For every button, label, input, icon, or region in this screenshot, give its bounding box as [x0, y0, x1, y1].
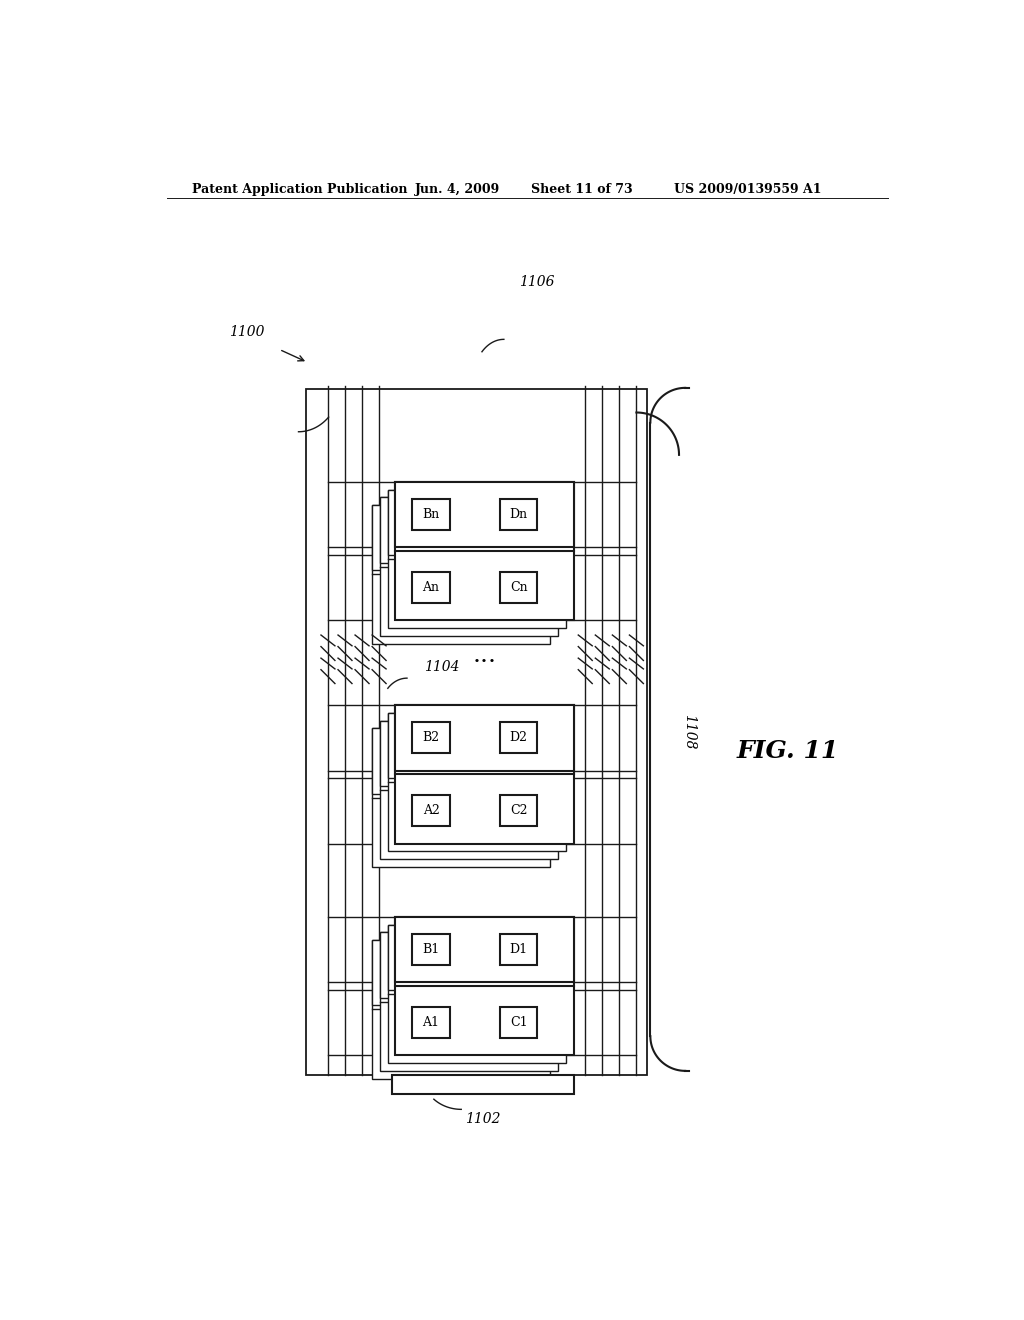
Bar: [413, 722, 450, 752]
Bar: [380, 721, 558, 859]
Bar: [380, 932, 558, 998]
Bar: [380, 932, 558, 1071]
Bar: [380, 498, 558, 562]
Bar: [372, 506, 550, 570]
Text: D2: D2: [510, 731, 527, 744]
Text: Cn: Cn: [510, 581, 527, 594]
Bar: [395, 705, 573, 771]
Text: B1: B1: [423, 942, 439, 956]
Bar: [372, 940, 550, 1078]
Bar: [500, 499, 538, 529]
Bar: [388, 490, 566, 628]
Bar: [372, 729, 550, 867]
Text: Sheet 11 of 73: Sheet 11 of 73: [531, 183, 633, 197]
Text: A2: A2: [423, 804, 439, 817]
Text: An: An: [423, 581, 439, 594]
Text: 1106: 1106: [519, 276, 555, 289]
Bar: [391, 1074, 573, 1094]
Text: Jun. 4, 2009: Jun. 4, 2009: [415, 183, 500, 197]
Text: Bn: Bn: [423, 508, 439, 520]
Text: C2: C2: [510, 804, 527, 817]
Bar: [500, 795, 538, 826]
Bar: [380, 498, 558, 636]
Bar: [500, 933, 538, 965]
Bar: [500, 572, 538, 603]
Text: 1104: 1104: [424, 660, 460, 675]
Bar: [380, 721, 558, 785]
Bar: [388, 924, 566, 990]
Bar: [500, 1007, 538, 1038]
Bar: [388, 713, 566, 779]
Text: US 2009/0139559 A1: US 2009/0139559 A1: [675, 183, 822, 197]
Bar: [388, 713, 566, 851]
Text: ···: ···: [472, 651, 497, 675]
Bar: [413, 572, 450, 603]
Bar: [413, 499, 450, 529]
Bar: [395, 482, 573, 620]
Bar: [388, 924, 566, 1063]
Bar: [413, 1007, 450, 1038]
Text: 1102: 1102: [465, 1111, 501, 1126]
Text: B2: B2: [423, 731, 439, 744]
Text: C1: C1: [510, 1016, 527, 1028]
Text: Patent Application Publication: Patent Application Publication: [191, 183, 408, 197]
Bar: [388, 490, 566, 554]
Text: 1100: 1100: [228, 325, 264, 339]
Bar: [413, 795, 450, 826]
Bar: [395, 917, 573, 982]
Bar: [372, 729, 550, 793]
Text: 1108: 1108: [682, 714, 696, 750]
Text: Dn: Dn: [510, 508, 527, 520]
Bar: [413, 933, 450, 965]
Bar: [395, 482, 573, 548]
Bar: [372, 940, 550, 1006]
Bar: [395, 917, 573, 1056]
Bar: [500, 722, 538, 752]
Bar: [395, 705, 573, 843]
Text: D1: D1: [510, 942, 527, 956]
Bar: [372, 504, 550, 644]
Bar: [306, 389, 647, 1074]
Text: A1: A1: [423, 1016, 439, 1028]
Text: FIG. 11: FIG. 11: [736, 739, 839, 763]
